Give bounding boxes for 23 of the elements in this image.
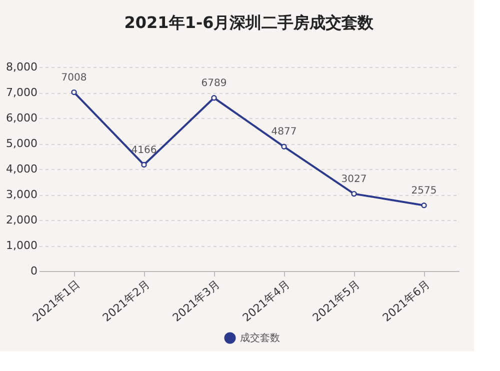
data-label: 4877 xyxy=(271,126,297,138)
point xyxy=(281,144,287,150)
data-label: 2575 xyxy=(411,185,437,196)
data-label: 4166 xyxy=(131,144,157,156)
point xyxy=(141,162,147,168)
y-tick-label: 6,000 xyxy=(6,112,38,124)
y-tick-label: 2,000 xyxy=(6,214,38,226)
data-label: 7008 xyxy=(61,72,87,84)
chart-title: 2021年1-6月深圳二手房成交套数 xyxy=(124,13,375,32)
y-tick-label: 5,000 xyxy=(6,137,38,150)
y-tick-label: 8,000 xyxy=(6,60,38,74)
y-tick-label: 1,000 xyxy=(6,239,38,252)
point xyxy=(421,202,427,208)
y-tick-label: 0 xyxy=(30,264,38,278)
point xyxy=(71,89,77,96)
data-label: 6789 xyxy=(201,78,227,89)
y-tick-label: 7,000 xyxy=(6,86,38,99)
y-tick-label: 3,000 xyxy=(6,188,38,201)
point xyxy=(211,95,217,101)
data-label: 3027 xyxy=(341,174,367,185)
legend-label: 成交套数 xyxy=(240,332,280,344)
point xyxy=(351,190,357,197)
y-tick-label: 4,000 xyxy=(6,162,38,176)
